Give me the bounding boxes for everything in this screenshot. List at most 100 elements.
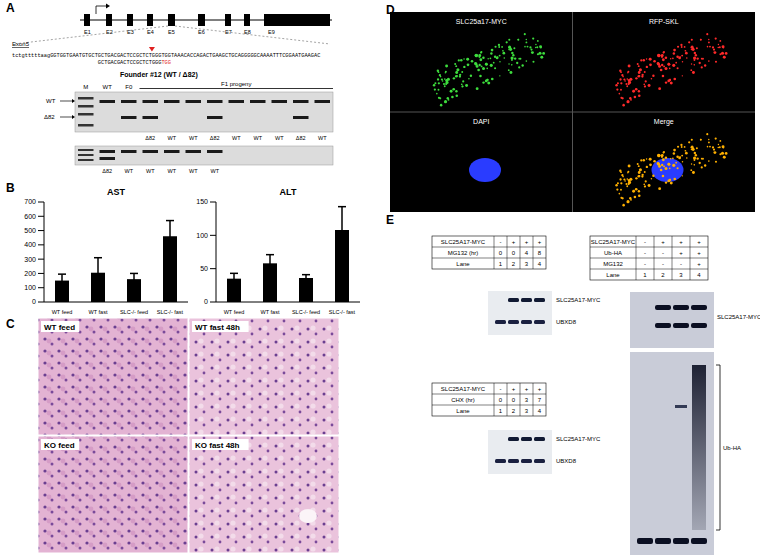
svg-text:300: 300 [24, 256, 36, 263]
svg-text:8: 8 [538, 250, 542, 256]
svg-text:WT: WT [167, 135, 176, 141]
svg-text:-: - [500, 239, 502, 245]
svg-text:Lane: Lane [456, 261, 470, 267]
svg-text:KO feed: KO feed [44, 441, 75, 450]
svg-text:UBXD8: UBXD8 [556, 458, 577, 464]
svg-text:WT: WT [189, 168, 198, 174]
svg-text:Lane: Lane [606, 272, 620, 278]
svg-text:-: - [644, 250, 646, 256]
svg-text:0: 0 [512, 250, 516, 256]
svg-text:SLC-/- fast: SLC-/- fast [329, 309, 356, 315]
svg-text:RFP-SKL: RFP-SKL [649, 18, 679, 25]
svg-text:1: 1 [643, 272, 647, 278]
svg-text:4: 4 [538, 408, 542, 414]
svg-text:3: 3 [525, 261, 529, 267]
svg-text:DAPI: DAPI [473, 118, 489, 125]
svg-text:0: 0 [499, 250, 503, 256]
svg-text:Δ82: Δ82 [145, 135, 155, 141]
svg-text:+: + [538, 239, 542, 245]
svg-text:+: + [525, 386, 529, 392]
svg-text:0: 0 [512, 397, 516, 403]
svg-text:100: 100 [196, 232, 208, 239]
svg-text:WT feed: WT feed [44, 323, 75, 332]
svg-text:WT feed: WT feed [224, 309, 245, 315]
svg-text:2: 2 [661, 272, 665, 278]
svg-text:F0: F0 [125, 84, 133, 90]
svg-text:+: + [679, 250, 683, 256]
svg-text:SLC25A17-MYC: SLC25A17-MYC [441, 386, 486, 392]
svg-text:400: 400 [24, 241, 36, 248]
svg-text:+: + [512, 239, 516, 245]
svg-text:E5: E5 [168, 29, 175, 35]
svg-text:+: + [538, 386, 542, 392]
svg-text:600: 600 [24, 213, 36, 220]
svg-text:7: 7 [538, 397, 542, 403]
svg-text:E: E [386, 213, 394, 227]
svg-text:E9: E9 [268, 29, 275, 35]
svg-text:-: - [680, 261, 682, 267]
svg-text:Δ82: Δ82 [296, 135, 306, 141]
svg-text:Founder #12 (WT / Δ82): Founder #12 (WT / Δ82) [120, 71, 198, 79]
svg-text:WT: WT [103, 84, 113, 90]
svg-text:2: 2 [512, 261, 516, 267]
svg-text:M: M [83, 84, 88, 90]
svg-text:WT: WT [232, 135, 241, 141]
svg-text:KO fast 48h: KO fast 48h [195, 441, 240, 450]
svg-text:WT: WT [210, 168, 219, 174]
svg-text:3: 3 [525, 397, 529, 403]
svg-text:E6: E6 [198, 29, 205, 35]
svg-text:WT: WT [124, 168, 133, 174]
svg-text:+: + [525, 239, 529, 245]
svg-text:B: B [8, 181, 15, 195]
svg-text:SLC25A17-MYC: SLC25A17-MYC [441, 239, 486, 245]
svg-text:Ub-HA: Ub-HA [723, 445, 741, 451]
svg-text:1: 1 [499, 408, 503, 414]
svg-text:E1: E1 [84, 29, 91, 35]
svg-text:Lane: Lane [456, 408, 470, 414]
svg-text:MG132: MG132 [603, 261, 623, 267]
svg-text:C: C [8, 317, 15, 331]
svg-text:Ub-HA: Ub-HA [604, 250, 622, 256]
svg-text:-: - [662, 250, 664, 256]
svg-text:tctgtttttaagGGTGGTGAATGTGCTGCT: tctgtttttaagGGTGGTGAATGTGCTGCTGACGACTCCG… [12, 53, 320, 59]
svg-text:+: + [661, 239, 665, 245]
svg-text:GCTGACGACTCCGCTCTGGGTGG: GCTGACGACTCCGCTCTGGGTGG [98, 60, 171, 66]
svg-text:E2: E2 [106, 29, 113, 35]
svg-text:WT fast: WT fast [261, 309, 280, 315]
svg-text:WT: WT [275, 135, 284, 141]
svg-text:-: - [644, 261, 646, 267]
svg-text:0: 0 [204, 298, 208, 305]
svg-text:50: 50 [200, 265, 208, 272]
svg-text:2: 2 [512, 408, 516, 414]
svg-text:500: 500 [24, 227, 36, 234]
svg-text:-: - [662, 261, 664, 267]
svg-text:SLC25A17-MYC: SLC25A17-MYC [717, 314, 752, 320]
svg-text:+: + [512, 386, 516, 392]
svg-text:WT fast 48h: WT fast 48h [195, 323, 240, 332]
svg-text:+: + [697, 261, 701, 267]
svg-text:A: A [8, 1, 15, 15]
svg-text:MG132 (hr): MG132 (hr) [448, 250, 479, 256]
svg-text:Merge: Merge [654, 118, 674, 126]
svg-text:WT: WT [46, 98, 56, 104]
svg-text:CHX (hr): CHX (hr) [451, 397, 475, 403]
svg-text:Δ82: Δ82 [44, 114, 55, 120]
svg-text:WT: WT [189, 135, 198, 141]
svg-text:100: 100 [24, 284, 36, 291]
svg-text:3: 3 [525, 408, 529, 414]
svg-text:+: + [697, 250, 701, 256]
svg-text:4: 4 [525, 250, 529, 256]
svg-text:WT fast: WT fast [89, 309, 108, 315]
svg-text:Δ82: Δ82 [210, 135, 220, 141]
svg-text:Δ82: Δ82 [102, 168, 112, 174]
svg-text:WT: WT [253, 135, 262, 141]
svg-text:SLC25A17-MYC: SLC25A17-MYC [591, 239, 636, 245]
svg-text:SLC-/- fast: SLC-/- fast [157, 309, 184, 315]
svg-text:E8: E8 [244, 29, 251, 35]
svg-text:SLC25A17-MYC: SLC25A17-MYC [556, 297, 601, 303]
svg-text:-: - [644, 239, 646, 245]
svg-text:UBXD8: UBXD8 [556, 319, 577, 325]
svg-text:4: 4 [697, 272, 701, 278]
svg-text:-: - [500, 386, 502, 392]
svg-text:0: 0 [499, 397, 503, 403]
